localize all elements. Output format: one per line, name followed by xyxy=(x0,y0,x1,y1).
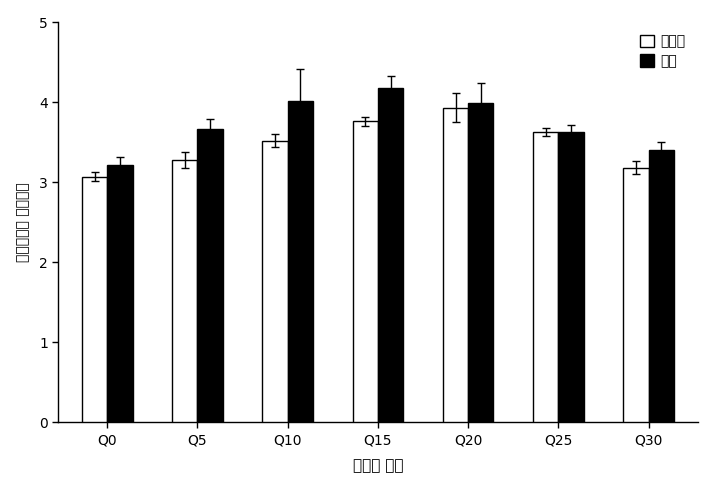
Bar xyxy=(558,132,583,422)
Bar xyxy=(623,168,649,422)
Legend: 미교미, 교미: 미교미, 교미 xyxy=(634,29,691,74)
Bar xyxy=(197,128,223,422)
Bar xyxy=(649,150,674,422)
Bar xyxy=(287,101,313,422)
Bar xyxy=(352,122,378,422)
X-axis label: 여왕본 나이: 여왕본 나이 xyxy=(352,458,403,473)
Bar xyxy=(443,108,468,422)
Bar xyxy=(107,165,132,422)
Y-axis label: 난소소관당 난자개수: 난소소관당 난자개수 xyxy=(16,182,31,262)
Bar xyxy=(533,132,558,422)
Bar xyxy=(468,103,493,422)
Bar xyxy=(82,176,107,422)
Bar xyxy=(378,88,403,422)
Bar xyxy=(262,141,287,422)
Bar xyxy=(172,160,197,422)
